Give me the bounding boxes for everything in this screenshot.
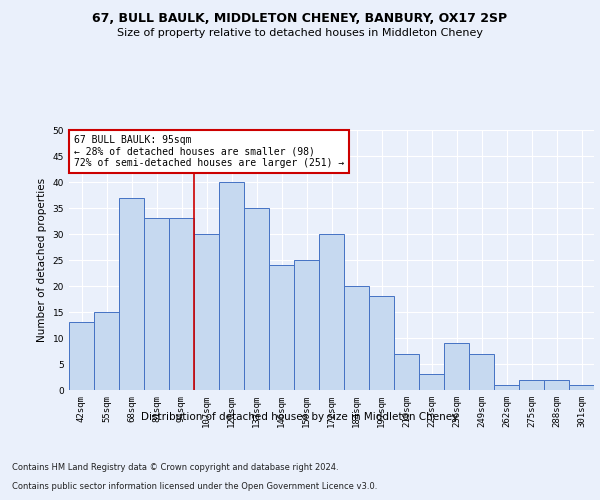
Bar [69, 322, 94, 390]
Text: Contains public sector information licensed under the Open Government Licence v3: Contains public sector information licen… [12, 482, 377, 491]
Bar [269, 265, 294, 390]
Bar [94, 312, 119, 390]
Bar [394, 354, 419, 390]
Y-axis label: Number of detached properties: Number of detached properties [37, 178, 47, 342]
Bar [569, 385, 594, 390]
Bar [444, 343, 469, 390]
Text: 67 BULL BAULK: 95sqm
← 28% of detached houses are smaller (98)
72% of semi-detac: 67 BULL BAULK: 95sqm ← 28% of detached h… [74, 135, 344, 168]
Bar [319, 234, 344, 390]
Bar [169, 218, 194, 390]
Bar [419, 374, 444, 390]
Text: Distribution of detached houses by size in Middleton Cheney: Distribution of detached houses by size … [142, 412, 458, 422]
Bar [119, 198, 144, 390]
Bar [144, 218, 169, 390]
Bar [494, 385, 519, 390]
Bar [369, 296, 394, 390]
Bar [244, 208, 269, 390]
Text: 67, BULL BAULK, MIDDLETON CHENEY, BANBURY, OX17 2SP: 67, BULL BAULK, MIDDLETON CHENEY, BANBUR… [92, 12, 508, 26]
Text: Size of property relative to detached houses in Middleton Cheney: Size of property relative to detached ho… [117, 28, 483, 38]
Bar [294, 260, 319, 390]
Text: Contains HM Land Registry data © Crown copyright and database right 2024.: Contains HM Land Registry data © Crown c… [12, 464, 338, 472]
Bar [519, 380, 544, 390]
Bar [219, 182, 244, 390]
Bar [544, 380, 569, 390]
Bar [344, 286, 369, 390]
Bar [469, 354, 494, 390]
Bar [194, 234, 219, 390]
